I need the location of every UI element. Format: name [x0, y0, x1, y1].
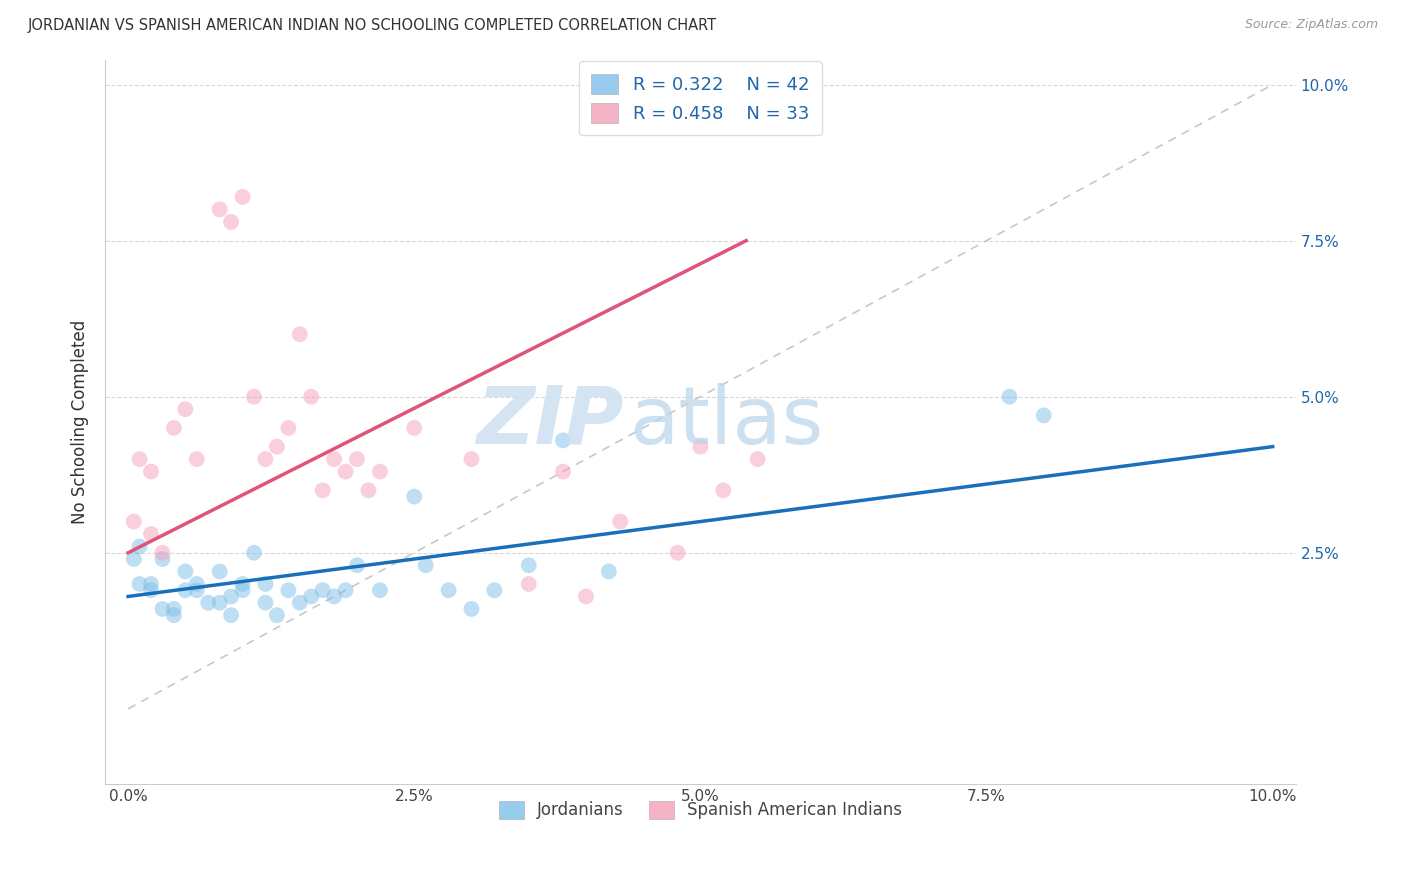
Point [208, 202, 231, 217]
Point [174, 565, 197, 579]
Point [197, 596, 219, 610]
Point [266, 440, 288, 454]
Point [460, 452, 482, 467]
Point [163, 421, 186, 435]
Point [404, 421, 426, 435]
Point [254, 596, 277, 610]
Point [551, 434, 574, 448]
Point [186, 583, 208, 598]
Point [346, 558, 368, 573]
Point [437, 583, 460, 598]
Point [517, 577, 540, 591]
Point [1032, 409, 1054, 423]
Point [152, 546, 174, 560]
Point [254, 452, 277, 467]
Point [335, 465, 357, 479]
Point [747, 452, 769, 467]
Point [323, 590, 346, 604]
Point [368, 583, 391, 598]
Point [288, 596, 311, 610]
Point [598, 565, 620, 579]
Point [998, 390, 1021, 404]
Point [689, 440, 711, 454]
Point [346, 452, 368, 467]
Y-axis label: No Schooling Completed: No Schooling Completed [72, 319, 89, 524]
Point [415, 558, 437, 573]
Point [484, 583, 506, 598]
Point [122, 552, 145, 566]
Point [152, 552, 174, 566]
Point [219, 215, 242, 229]
Point [139, 465, 162, 479]
Point [163, 608, 186, 623]
Point [219, 608, 242, 623]
Point [243, 390, 266, 404]
Point [299, 590, 322, 604]
Point [609, 515, 631, 529]
Point [368, 465, 391, 479]
Point [277, 421, 299, 435]
Point [357, 483, 380, 498]
Point [460, 602, 482, 616]
Point [404, 490, 426, 504]
Legend: Jordanians, Spanish American Indians: Jordanians, Spanish American Indians [492, 794, 908, 826]
Point [139, 577, 162, 591]
Point [186, 577, 208, 591]
Point [666, 546, 689, 560]
Point [277, 583, 299, 598]
Text: Source: ZipAtlas.com: Source: ZipAtlas.com [1244, 18, 1378, 31]
Point [711, 483, 734, 498]
Point [174, 583, 197, 598]
Text: atlas: atlas [628, 383, 824, 460]
Point [517, 558, 540, 573]
Point [335, 583, 357, 598]
Text: JORDANIAN VS SPANISH AMERICAN INDIAN NO SCHOOLING COMPLETED CORRELATION CHART: JORDANIAN VS SPANISH AMERICAN INDIAN NO … [28, 18, 717, 33]
Point [232, 577, 254, 591]
Point [232, 190, 254, 204]
Point [208, 596, 231, 610]
Point [232, 583, 254, 598]
Point [575, 590, 598, 604]
Point [128, 577, 150, 591]
Point [186, 452, 208, 467]
Point [288, 327, 311, 342]
Point [122, 515, 145, 529]
Point [219, 590, 242, 604]
Point [243, 546, 266, 560]
Point [299, 390, 322, 404]
Point [312, 583, 335, 598]
Point [163, 602, 186, 616]
Point [323, 452, 346, 467]
Point [139, 527, 162, 541]
Point [152, 602, 174, 616]
Point [266, 608, 288, 623]
Point [128, 540, 150, 554]
Point [174, 402, 197, 417]
Text: ZIP: ZIP [475, 383, 623, 460]
Point [208, 565, 231, 579]
Point [254, 577, 277, 591]
Point [312, 483, 335, 498]
Point [551, 465, 574, 479]
Point [128, 452, 150, 467]
Point [139, 583, 162, 598]
